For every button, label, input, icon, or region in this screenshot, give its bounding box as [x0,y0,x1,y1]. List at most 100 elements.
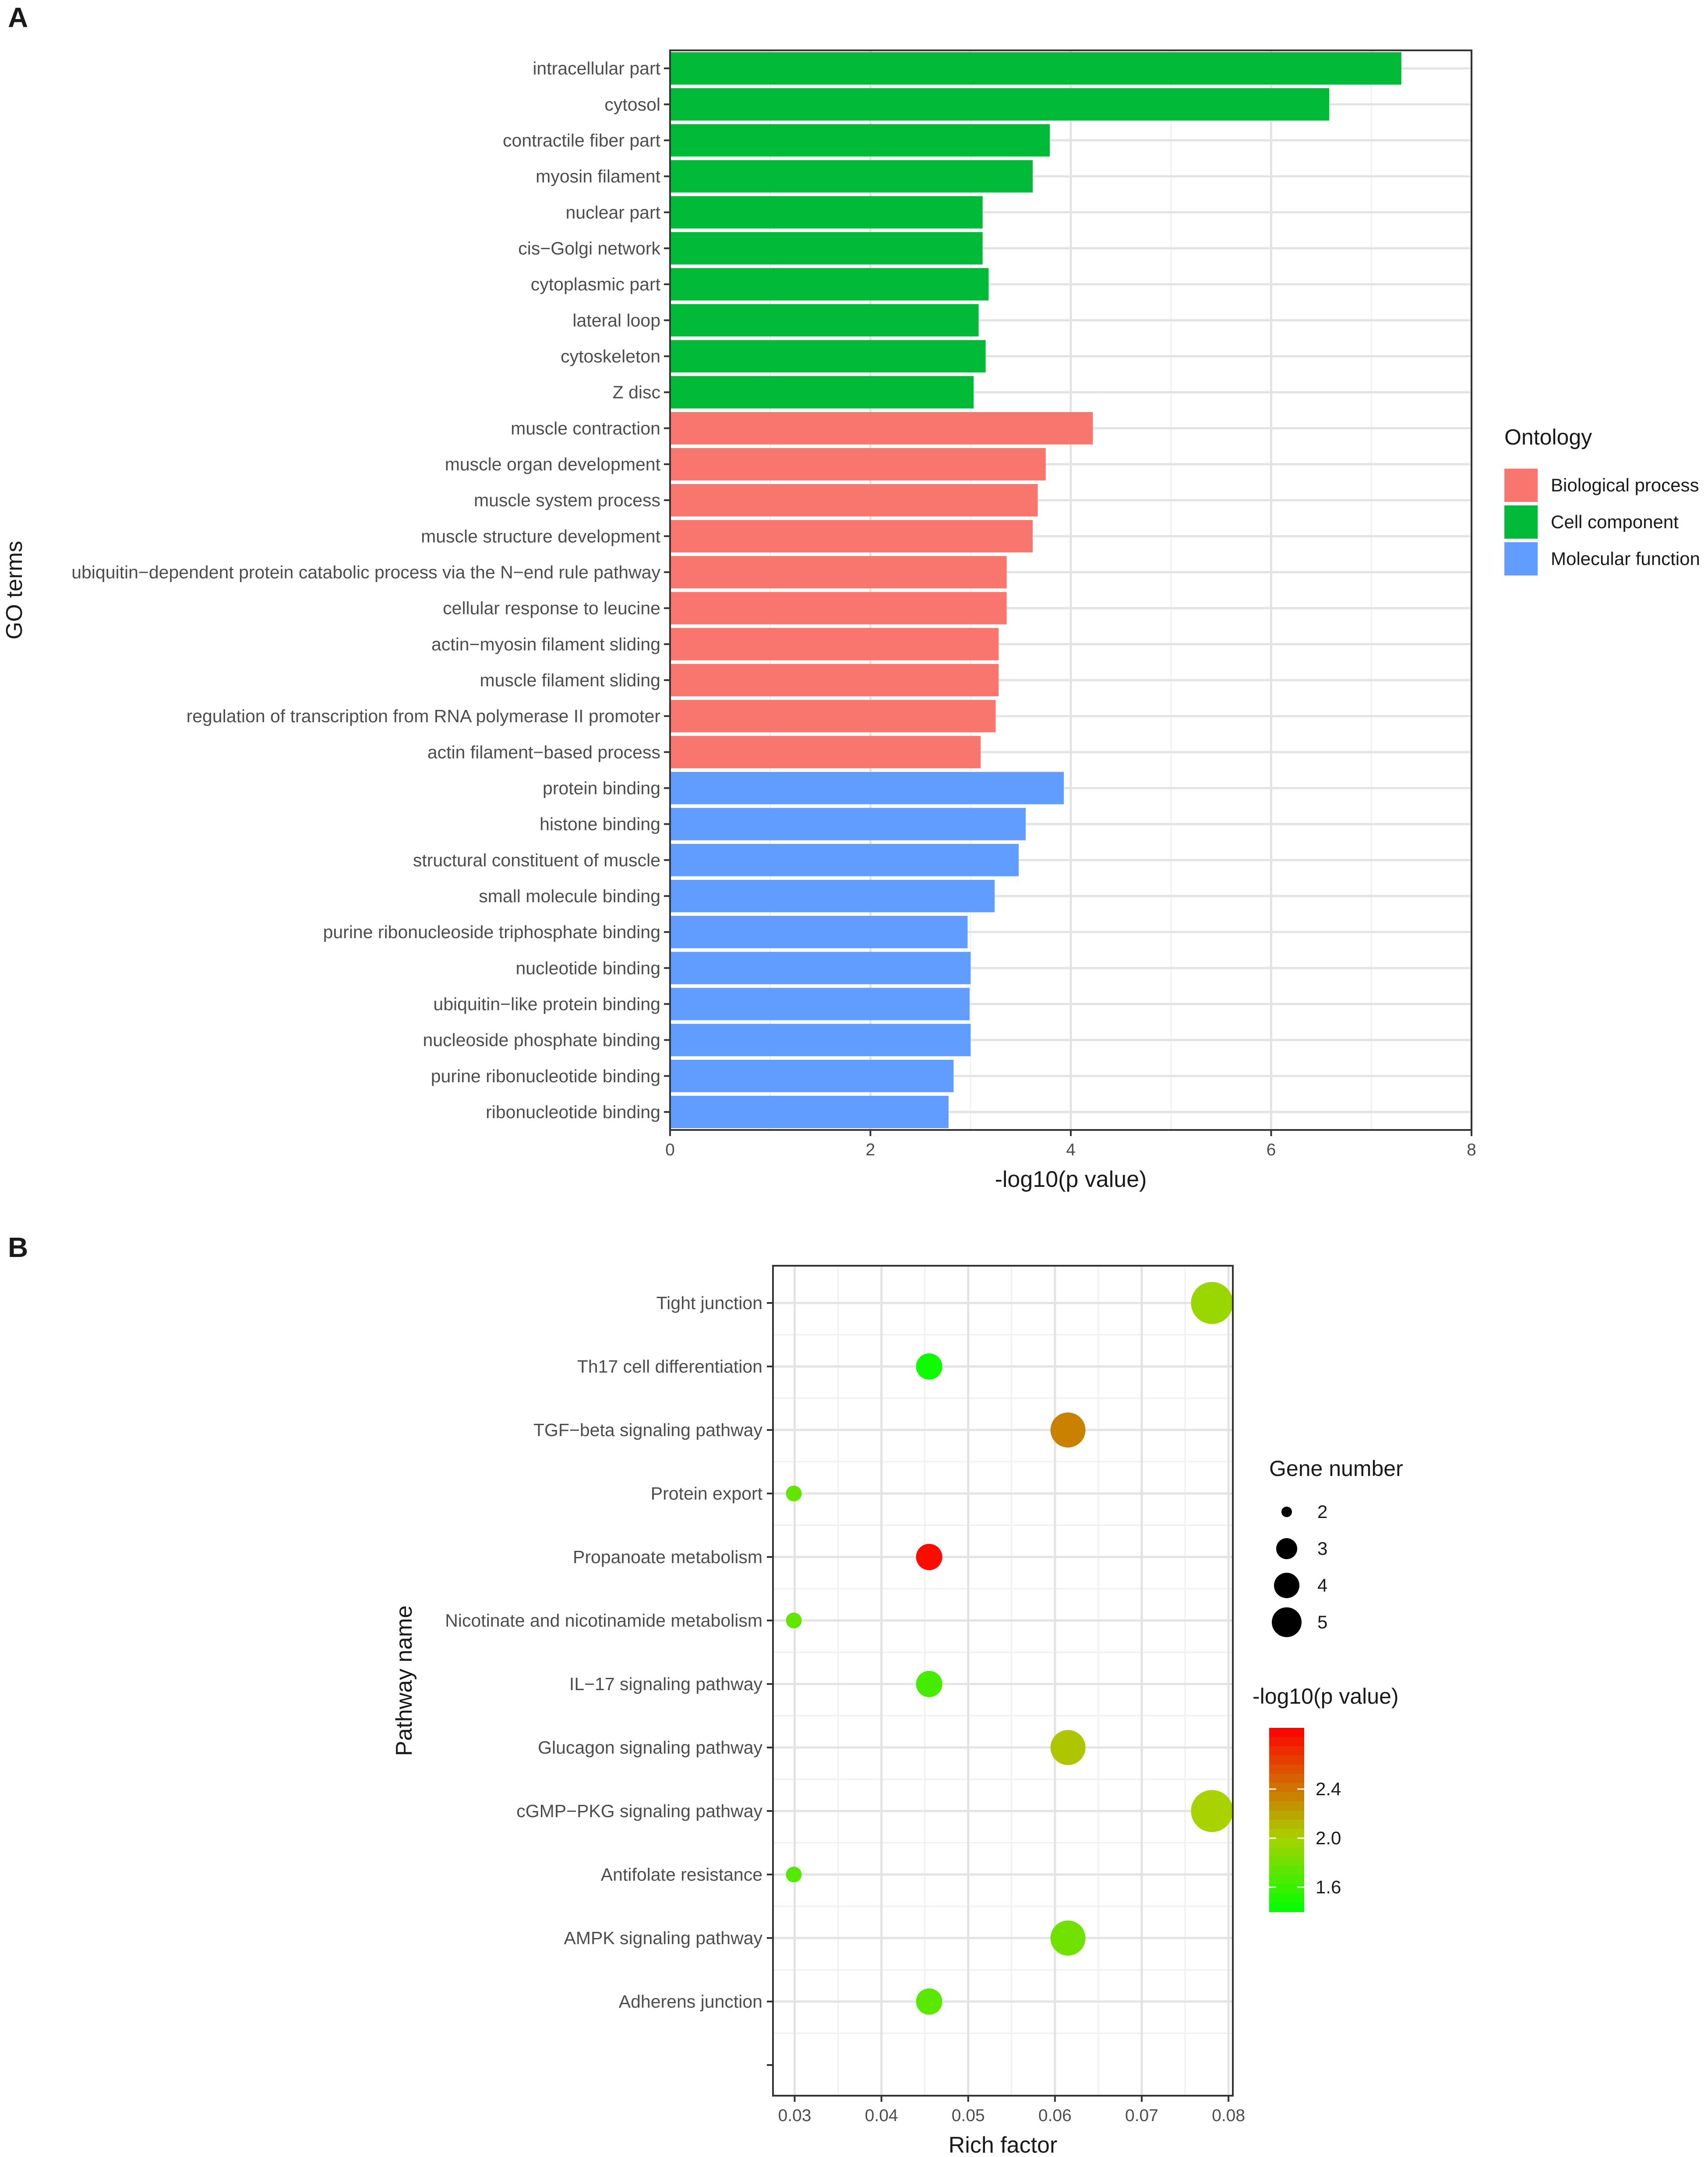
bar [670,556,1007,589]
data-point [786,1486,802,1501]
legend-label: Cell component [1551,512,1679,532]
y-tick-label: Adherens junction [619,1991,762,2012]
bar [670,448,1046,480]
go-bar-chart: 0 2 4 6 8 intracellular part cytosol contractil… [2,49,1700,1192]
y-tick-label: nuclear part [565,202,660,222]
size-legend-title: Gene number [1269,1456,1403,1481]
panel-a-label: A [8,2,28,33]
bar [670,772,1064,805]
bar [670,196,983,229]
x-tick-label: 6 [1267,1140,1276,1159]
colorbar-segment [1269,1820,1304,1829]
y-tick-label: cytoskeleton [561,346,660,366]
color-legend-title: -log10(p value) [1253,1684,1399,1709]
y-tick-label: Protein export [651,1483,763,1504]
colorbar-label: 2.4 [1316,1779,1341,1799]
bar [670,52,1401,85]
data-point [786,1867,802,1882]
panel-b-label: B [8,1232,28,1263]
colorbar-segment [1269,1829,1304,1839]
bar [670,879,995,912]
x-tick-label: 8 [1467,1140,1476,1159]
data-point [786,1613,802,1628]
bar [670,844,1019,876]
y-axis-title: Pathway name [392,1606,417,1756]
bar [670,808,1026,840]
colorbar-segment [1269,1811,1304,1820]
y-tick-label: actin−myosin filament sliding [431,634,660,654]
data-point [1191,1282,1233,1324]
colorbar-segment [1269,1866,1304,1875]
data-point [916,1353,942,1380]
x-tick-label: 4 [1066,1140,1076,1159]
colorbar-segment [1269,1857,1304,1866]
bar [670,124,1050,157]
y-tick-label: cis−Golgi network [518,238,660,258]
y-tick-label: ribonucleotide binding [486,1102,660,1122]
bar [670,700,996,733]
colorbar-segment [1269,1783,1304,1793]
colorbar-segment [1269,1728,1304,1737]
y-tick-label: myosin filament [536,166,660,187]
y-tick-label: histone binding [540,814,660,834]
kegg-bubble-chart: 0.03 0.04 0.05 0.06 0.07 0.08 Tight junction Th… [392,1265,1403,2157]
y-tick-label: nucleoside phosphate binding [423,1030,660,1050]
legend-key [1504,505,1538,539]
x-tick-label: 0.03 [778,2106,812,2125]
x-tick-label: 0.05 [952,2106,985,2125]
x-axis-title: -log10(p value) [995,1167,1147,1192]
plot-background [773,1266,1233,2096]
plot-border [772,1265,1234,2097]
colorbar-label: 2.0 [1316,1828,1341,1848]
colorbar-segment [1269,1792,1304,1802]
bar [670,628,999,660]
y-tick-label: muscle filament sliding [480,670,660,690]
bar [670,376,974,409]
y-tick-label: IL−17 signaling pathway [569,1674,763,1694]
size-legend-key [1274,1573,1299,1598]
bar [670,1095,949,1128]
x-tick-label: 0.06 [1038,2106,1072,2125]
bar [670,232,983,265]
bar [670,988,970,1020]
y-tick-label: purine ribonucleoside triphosphate bindi… [323,922,660,942]
bar [670,916,968,949]
size-legend-key [1276,1538,1297,1559]
data-point [916,1988,942,2015]
data-point [1050,1412,1086,1447]
y-tick-label: Tight junction [656,1293,762,1313]
y-tick-label: contractile fiber part [503,130,661,150]
bar [670,268,989,301]
x-tick-label: 0.04 [865,2106,898,2125]
colorbar-segment [1269,1746,1304,1756]
size-legend-label: 5 [1317,1612,1327,1632]
colorbar-segment [1269,1801,1304,1811]
colorbar-segment [1269,1755,1304,1765]
y-tick-label: ubiquitin−like protein binding [433,994,660,1014]
y-tick-label: purine ribonucleotide binding [431,1066,660,1086]
y-tick-label: muscle structure development [421,526,661,546]
bar [670,664,999,696]
bar [670,1059,954,1092]
x-tick-label: 0.08 [1212,2106,1245,2125]
y-tick-label: regulation of transcription from RNA pol… [187,706,660,726]
size-legend-label: 3 [1317,1538,1327,1559]
bar [670,160,1033,193]
colorbar-segment [1269,1875,1304,1885]
data-point [916,1544,942,1570]
size-legend-key [1281,1507,1292,1517]
data-point [1050,1730,1086,1765]
colorbar-segment [1269,1893,1304,1903]
bar [670,304,979,337]
x-tick-label: 2 [866,1140,875,1159]
y-tick-label: cytoplasmic part [531,274,661,294]
y-tick-label: AMPK signaling pathway [564,1928,762,1948]
y-axis-title: GO terms [2,541,27,639]
y-tick-label: protein binding [543,778,660,798]
colorbar-segment [1269,1884,1304,1894]
colorbar-segment [1269,1737,1304,1747]
data-point [1191,1790,1233,1832]
y-tick-label: Th17 cell differentiation [577,1356,762,1377]
bar [670,1024,971,1056]
